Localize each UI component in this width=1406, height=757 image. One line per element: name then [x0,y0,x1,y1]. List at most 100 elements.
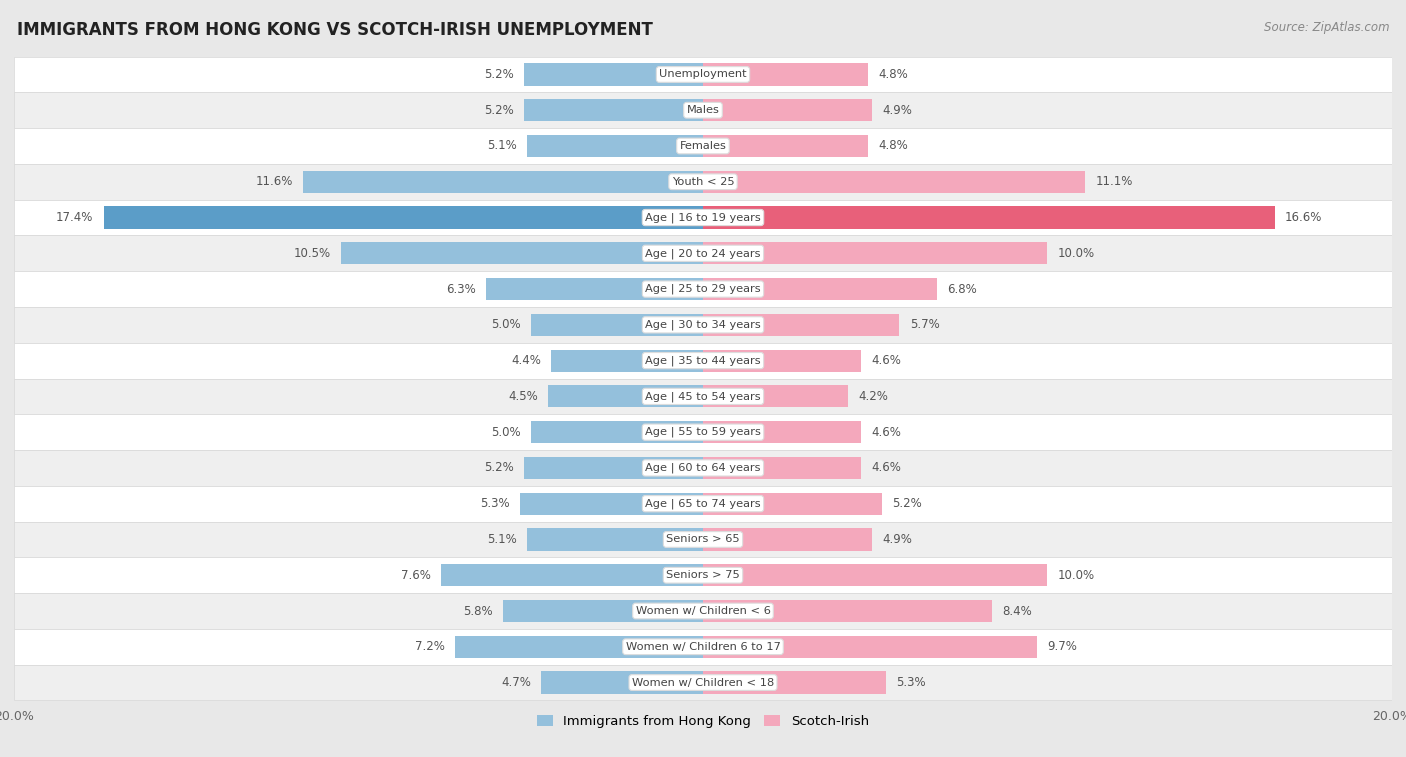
Text: 9.7%: 9.7% [1047,640,1077,653]
Text: Women w/ Children < 18: Women w/ Children < 18 [631,678,775,687]
FancyBboxPatch shape [14,307,1392,343]
Bar [527,528,703,550]
FancyBboxPatch shape [14,164,1392,200]
Text: Age | 65 to 74 years: Age | 65 to 74 years [645,498,761,509]
Text: 4.9%: 4.9% [882,533,912,546]
FancyBboxPatch shape [14,629,1392,665]
Text: Age | 20 to 24 years: Age | 20 to 24 years [645,248,761,259]
Text: IMMIGRANTS FROM HONG KONG VS SCOTCH-IRISH UNEMPLOYMENT: IMMIGRANTS FROM HONG KONG VS SCOTCH-IRIS… [17,21,652,39]
Bar [703,493,882,515]
Bar [703,135,869,157]
Text: 16.6%: 16.6% [1285,211,1323,224]
Text: 5.2%: 5.2% [893,497,922,510]
Bar [551,350,703,372]
Bar [703,421,862,444]
FancyBboxPatch shape [14,378,1392,414]
Bar [304,170,703,193]
Text: 7.2%: 7.2% [415,640,444,653]
Bar [531,313,703,336]
FancyBboxPatch shape [14,128,1392,164]
Bar [541,671,703,693]
Text: 4.2%: 4.2% [858,390,887,403]
FancyBboxPatch shape [14,235,1392,271]
Text: 4.8%: 4.8% [879,68,908,81]
Bar [703,64,869,86]
Text: 6.3%: 6.3% [446,282,475,295]
Text: 5.3%: 5.3% [481,497,510,510]
Bar [527,135,703,157]
FancyBboxPatch shape [14,486,1392,522]
Bar [456,636,703,658]
Bar [548,385,703,407]
Text: Seniors > 75: Seniors > 75 [666,570,740,580]
Text: 5.3%: 5.3% [896,676,925,689]
Text: Women w/ Children 6 to 17: Women w/ Children 6 to 17 [626,642,780,652]
Text: Age | 35 to 44 years: Age | 35 to 44 years [645,355,761,366]
Text: 4.7%: 4.7% [501,676,531,689]
Bar [703,313,900,336]
Legend: Immigrants from Hong Kong, Scotch-Irish: Immigrants from Hong Kong, Scotch-Irish [531,709,875,734]
Bar [524,99,703,121]
Text: 10.5%: 10.5% [294,247,330,260]
FancyBboxPatch shape [14,414,1392,450]
Text: Age | 25 to 29 years: Age | 25 to 29 years [645,284,761,294]
Text: Age | 45 to 54 years: Age | 45 to 54 years [645,391,761,402]
Text: 10.0%: 10.0% [1057,569,1095,581]
FancyBboxPatch shape [14,343,1392,378]
Bar [703,207,1275,229]
Bar [342,242,703,264]
Text: 4.5%: 4.5% [508,390,537,403]
FancyBboxPatch shape [14,92,1392,128]
Bar [524,456,703,479]
Text: Youth < 25: Youth < 25 [672,177,734,187]
FancyBboxPatch shape [14,271,1392,307]
Bar [703,600,993,622]
Text: 7.6%: 7.6% [401,569,430,581]
Text: Source: ZipAtlas.com: Source: ZipAtlas.com [1264,21,1389,34]
Text: 6.8%: 6.8% [948,282,977,295]
Text: 4.6%: 4.6% [872,462,901,475]
Bar [703,385,848,407]
Text: Males: Males [686,105,720,115]
Text: 5.7%: 5.7% [910,319,939,332]
Bar [531,421,703,444]
Bar [703,170,1085,193]
Bar [703,99,872,121]
FancyBboxPatch shape [14,450,1392,486]
FancyBboxPatch shape [14,665,1392,700]
Bar [703,636,1038,658]
Bar [524,64,703,86]
Text: 5.1%: 5.1% [488,533,517,546]
FancyBboxPatch shape [14,522,1392,557]
Bar [703,278,938,301]
Bar [104,207,703,229]
FancyBboxPatch shape [14,593,1392,629]
Text: Unemployment: Unemployment [659,70,747,79]
Text: 5.2%: 5.2% [484,68,513,81]
Text: 5.0%: 5.0% [491,425,520,438]
FancyBboxPatch shape [14,557,1392,593]
Bar [441,564,703,587]
Text: 5.2%: 5.2% [484,104,513,117]
Text: 4.4%: 4.4% [512,354,541,367]
Text: Age | 55 to 59 years: Age | 55 to 59 years [645,427,761,438]
Text: Females: Females [679,141,727,151]
Text: 8.4%: 8.4% [1002,605,1032,618]
Bar [703,564,1047,587]
Text: 4.8%: 4.8% [879,139,908,152]
Text: Age | 60 to 64 years: Age | 60 to 64 years [645,463,761,473]
Text: 4.9%: 4.9% [882,104,912,117]
Text: Age | 30 to 34 years: Age | 30 to 34 years [645,319,761,330]
Text: 5.1%: 5.1% [488,139,517,152]
Text: 4.6%: 4.6% [872,354,901,367]
Bar [703,350,862,372]
Bar [703,456,862,479]
Text: 17.4%: 17.4% [56,211,93,224]
FancyBboxPatch shape [14,200,1392,235]
Bar [703,528,872,550]
FancyBboxPatch shape [14,57,1392,92]
Text: 5.8%: 5.8% [463,605,494,618]
Bar [503,600,703,622]
Text: 5.2%: 5.2% [484,462,513,475]
Bar [703,671,886,693]
